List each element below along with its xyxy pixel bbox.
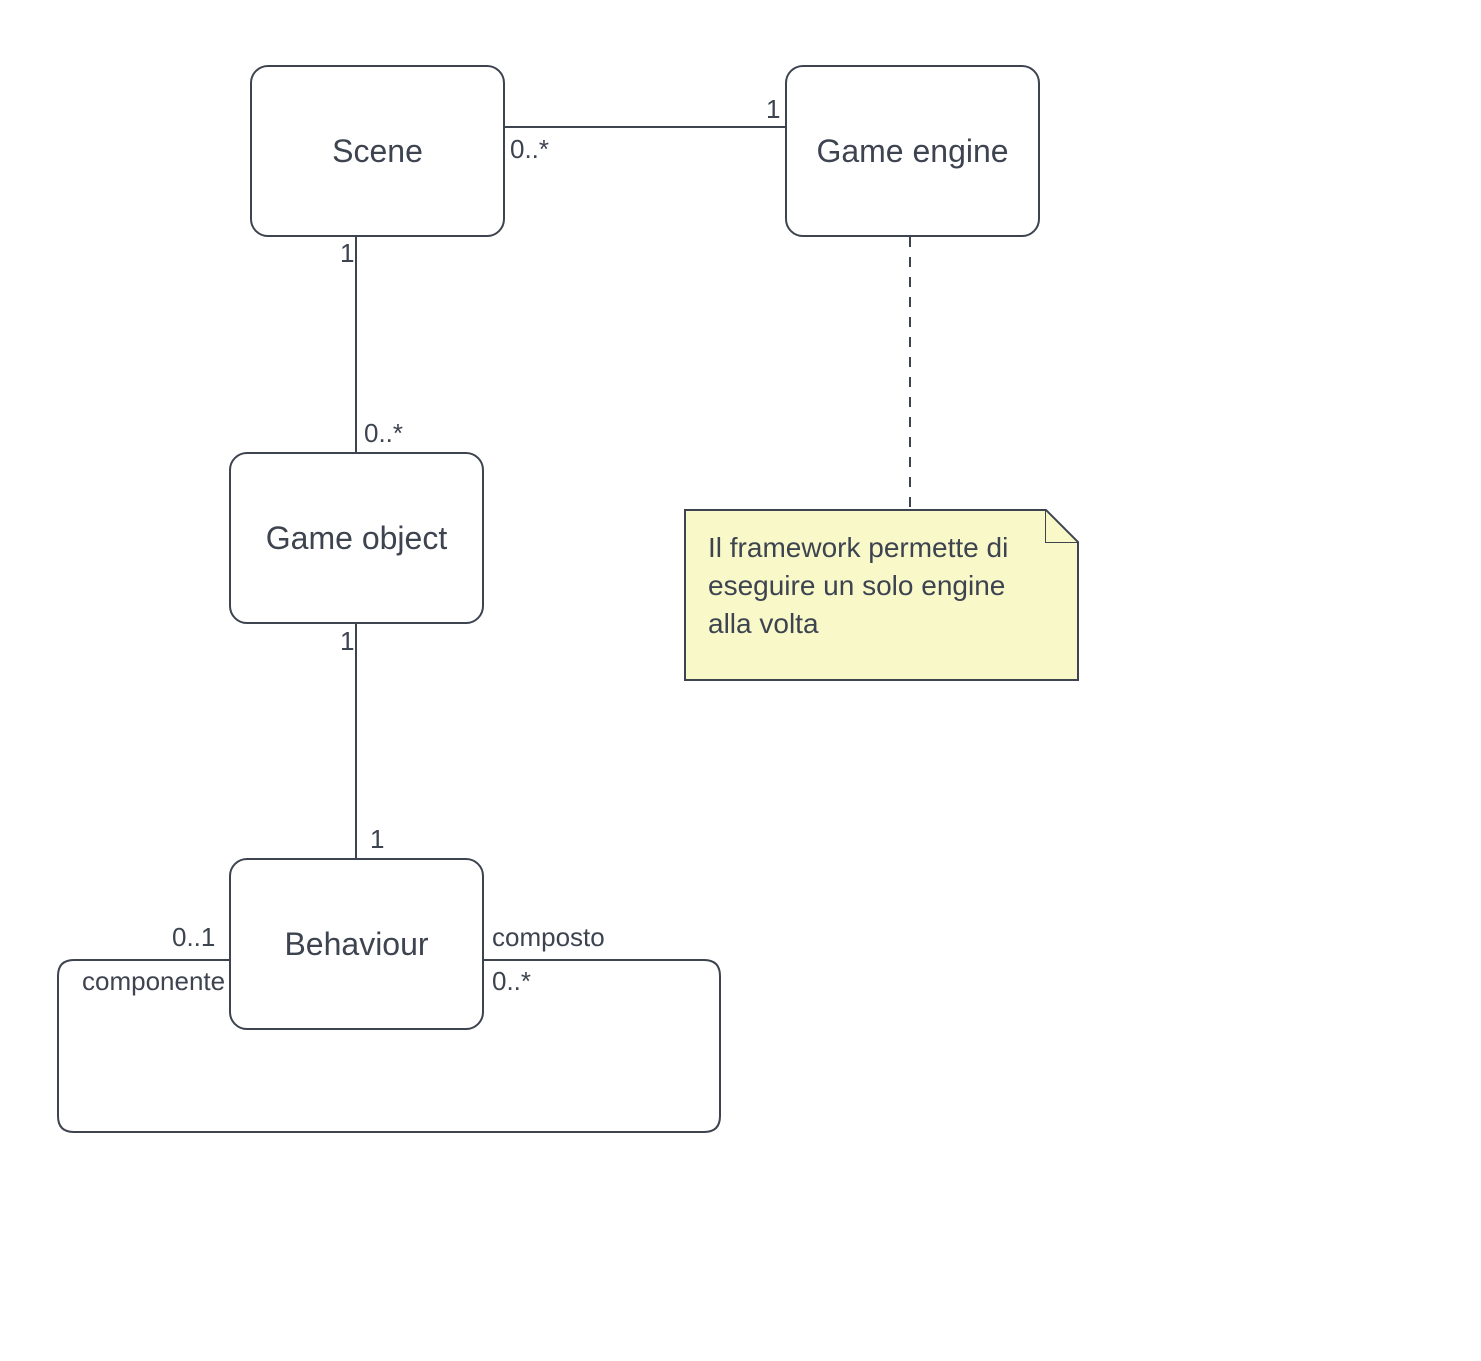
- node-label: Scene: [332, 133, 423, 170]
- multiplicity-label: 1: [370, 824, 384, 855]
- note: Il framework permette di eseguire un sol…: [684, 509, 1079, 681]
- multiplicity-label: 1: [340, 626, 354, 657]
- multiplicity-label: 1: [766, 94, 780, 125]
- node-label: Game engine: [816, 133, 1008, 170]
- multiplicity-label: 0..*: [364, 418, 403, 449]
- multiplicity-label: 0..1: [172, 922, 215, 953]
- multiplicity-label: 0..*: [510, 134, 549, 165]
- node-scene: Scene: [250, 65, 505, 237]
- node-label: Behaviour: [284, 926, 428, 963]
- node-game-engine: Game engine: [785, 65, 1040, 237]
- diagram-canvas: Scene Game engine Game object Behaviour …: [0, 0, 1481, 1361]
- multiplicity-label: 0..*: [492, 966, 531, 997]
- node-label: Game object: [266, 520, 447, 557]
- node-game-object: Game object: [229, 452, 484, 624]
- node-behaviour: Behaviour: [229, 858, 484, 1030]
- multiplicity-label: composto: [492, 922, 605, 953]
- multiplicity-label: componente: [82, 966, 225, 997]
- multiplicity-label: 1: [340, 238, 354, 269]
- note-fold-icon: [1045, 509, 1079, 543]
- note-text: Il framework permette di eseguire un sol…: [708, 532, 1008, 639]
